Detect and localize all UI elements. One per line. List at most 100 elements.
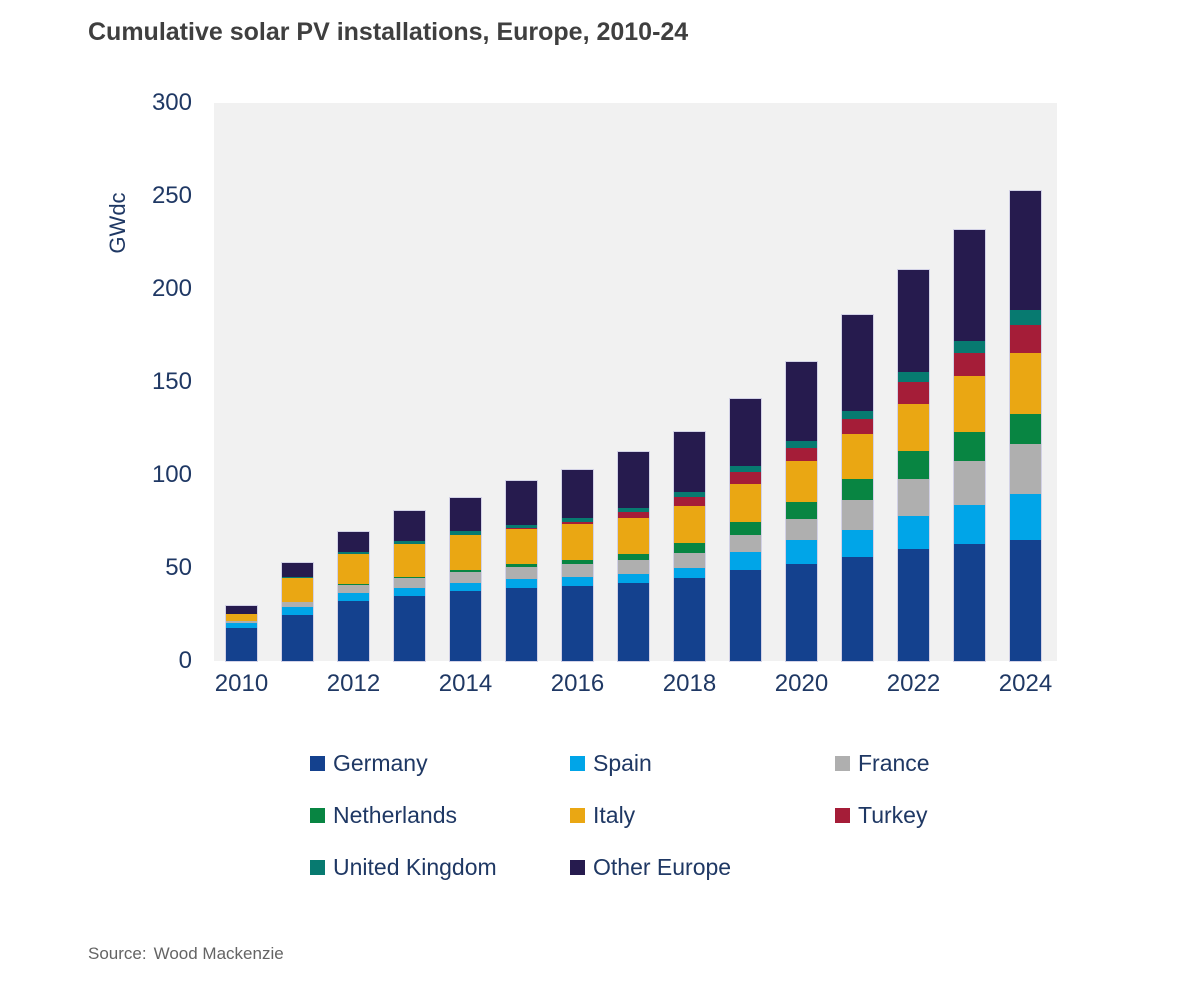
segment-italy (842, 434, 873, 480)
segment-spain (338, 592, 369, 602)
segment-spain (618, 573, 649, 584)
segment-italy (338, 553, 369, 585)
segment-spain (842, 529, 873, 558)
segment-italy (730, 483, 761, 523)
y-tick-label-300: 300 (151, 89, 192, 116)
segment-netherlands (674, 543, 705, 553)
bar-2015 (505, 480, 538, 662)
segment-turkey (786, 447, 817, 461)
bar-2012 (337, 530, 370, 663)
segment-netherlands (338, 584, 369, 585)
segment-germany (730, 570, 761, 661)
segment-turkey (954, 352, 985, 377)
segment-other-europe (226, 605, 257, 615)
legend-label: Turkey (858, 802, 928, 828)
segment-spain (562, 576, 593, 586)
segment-italy (674, 506, 705, 544)
segment-france (898, 478, 929, 517)
segment-other-europe (842, 315, 873, 411)
segment-netherlands (842, 479, 873, 500)
segment-netherlands (786, 502, 817, 519)
segment-italy (898, 403, 929, 451)
segment-netherlands (954, 431, 985, 462)
segment-other-europe (618, 451, 649, 508)
segment-germany (226, 628, 257, 661)
segment-netherlands (562, 560, 593, 565)
segment-united-kingdom (618, 507, 649, 513)
segment-spain (450, 582, 481, 592)
segment-italy (786, 460, 817, 503)
segment-netherlands (730, 522, 761, 536)
segment-turkey (450, 534, 481, 536)
y-tick-label-100: 100 (151, 461, 192, 488)
segment-netherlands (394, 576, 425, 579)
segment-france (1010, 444, 1041, 494)
segment-other-europe (562, 469, 593, 518)
segment-turkey (674, 497, 705, 507)
segment-italy (1010, 353, 1041, 414)
segment-netherlands (450, 569, 481, 572)
segment-netherlands (506, 564, 537, 568)
segment-united-kingdom (282, 576, 313, 578)
segment-italy (954, 376, 985, 432)
segment-france (338, 584, 369, 593)
segment-united-kingdom (450, 531, 481, 535)
x-tick-label-2016: 2016 (550, 670, 605, 697)
segment-germany (954, 543, 985, 661)
legend-swatch-icon (570, 807, 585, 823)
segment-united-kingdom (842, 410, 873, 420)
y-tick-label-0: 0 (178, 647, 192, 674)
segment-united-kingdom (562, 517, 593, 522)
source-label: Source: (88, 944, 147, 963)
bar-2019 (729, 397, 762, 663)
segment-other-europe (450, 498, 481, 532)
segment-france (618, 560, 649, 574)
legend-swatch-icon (570, 859, 585, 875)
legend-item-germany: Germany (310, 751, 428, 775)
segment-united-kingdom (1010, 310, 1041, 325)
plot-area (214, 103, 1057, 663)
segment-france (730, 535, 761, 552)
segment-italy (394, 544, 425, 577)
legend-swatch-icon (835, 755, 850, 771)
segment-france (226, 621, 257, 624)
bar-2016 (561, 468, 594, 663)
segment-united-kingdom (394, 540, 425, 544)
segment-france (786, 518, 817, 541)
segment-netherlands (898, 450, 929, 479)
segment-germany (1010, 539, 1041, 661)
segment-germany (450, 591, 481, 661)
bar-2021 (841, 314, 874, 662)
legend-item-italy: Italy (570, 803, 635, 827)
segment-france (450, 571, 481, 583)
legend-item-turkey: Turkey (835, 803, 927, 827)
segment-france (394, 578, 425, 588)
x-tick-label-2018: 2018 (662, 670, 717, 697)
x-tick-label-2024: 2024 (998, 670, 1053, 697)
segment-italy (282, 577, 313, 602)
segment-turkey (898, 382, 929, 404)
segment-turkey (562, 521, 593, 525)
segment-other-europe (338, 531, 369, 552)
segment-france (506, 567, 537, 580)
segment-united-kingdom (730, 466, 761, 472)
segment-united-kingdom (674, 491, 705, 498)
legend-label: France (858, 750, 930, 776)
segment-other-europe (730, 398, 761, 467)
bar-2017 (617, 450, 650, 663)
segment-spain (506, 579, 537, 589)
segment-germany (338, 601, 369, 661)
y-tick-label-200: 200 (151, 275, 192, 302)
segment-italy (506, 528, 537, 565)
segment-france (954, 461, 985, 505)
legend-label: Spain (593, 750, 652, 776)
x-tick-label-2010: 2010 (214, 670, 269, 697)
segment-spain (394, 587, 425, 597)
segment-france (674, 552, 705, 568)
legend-label: United Kingdom (333, 854, 497, 880)
segment-germany (898, 548, 929, 661)
segment-united-kingdom (898, 372, 929, 383)
segment-netherlands (618, 554, 649, 561)
legend-item-france: France (835, 751, 930, 775)
